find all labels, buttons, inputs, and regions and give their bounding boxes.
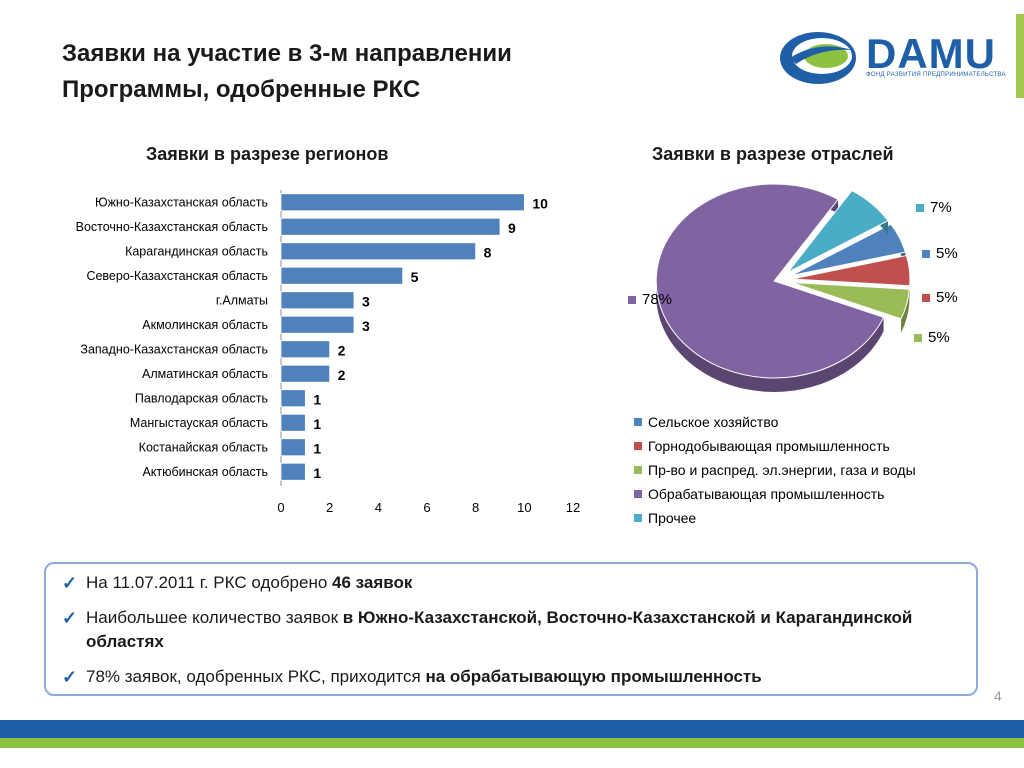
pie-slice [655, 183, 885, 392]
bar [280, 266, 404, 285]
bar-category-label: Северо-Казахстанская область [86, 269, 268, 283]
bar-category-label: Южно-Казахстанская область [95, 195, 268, 209]
bar [280, 340, 331, 359]
summary-item2-text: Наибольшее количество заявок [86, 608, 343, 627]
bar-category-label: Мангыстауская область [130, 416, 268, 430]
pie-value-label: 5% [936, 289, 958, 306]
bar [280, 438, 306, 457]
bar [280, 217, 501, 236]
legend-label: Прочее [648, 510, 697, 526]
bar-value-label: 1 [313, 465, 321, 481]
summary-item2-bold: в Южно-Казахстанской, Восточно-Казахстан… [86, 608, 913, 651]
bar-tick-label: 8 [472, 500, 479, 515]
pie-label-marker [922, 250, 930, 258]
bar-category-label: г.Алматы [216, 293, 268, 307]
pie-chart-title: Заявки в разрезе отраслей [652, 144, 894, 164]
pie-value-label: 7% [930, 199, 952, 216]
bar-value-label: 10 [532, 195, 548, 211]
slide-title: Заявки на участие в 3-м направлении Прог… [62, 36, 512, 108]
bar [280, 462, 306, 481]
pie-value-label: 5% [928, 329, 950, 346]
pie-legend-item: Пр-во и распред. эл.энергии, газа и воды [634, 458, 916, 482]
legend-swatch [634, 442, 642, 450]
bar [280, 364, 331, 383]
pie-legend-item: Сельское хозяйство [634, 410, 916, 434]
logo-accent-bar [1016, 14, 1024, 98]
bar-category-label: Акмолинская область [142, 318, 268, 332]
slide-title-line1: Заявки на участие в 3-м направлении [62, 40, 512, 67]
pie-legend-item: Обрабатывающая промышленность [634, 482, 916, 506]
legend-swatch [634, 418, 642, 426]
summary-box [44, 562, 978, 696]
bar [280, 291, 355, 310]
checkmark-icon: ✓ [62, 608, 78, 628]
legend-swatch [634, 514, 642, 522]
pie-label-marker [916, 204, 924, 212]
logo-text: DAMU [866, 30, 996, 77]
bar-tick-label: 2 [326, 500, 333, 515]
footer-band-blue [0, 720, 1024, 738]
page-number: 4 [994, 688, 1002, 704]
bar-value-label: 8 [484, 244, 492, 260]
pie-slice [791, 282, 910, 333]
bar-value-label: 2 [338, 342, 346, 358]
bar [280, 389, 306, 408]
pie-value-label: 78% [642, 291, 672, 308]
bar-category-label: Костанайская область [139, 440, 268, 454]
slide-title-line2: Программы, одобренные РКС [62, 76, 421, 103]
bar-tick-label: 6 [423, 500, 430, 515]
checkmark-icon: ✓ [62, 573, 78, 593]
pie-label-marker [914, 334, 922, 342]
bar-value-label: 5 [411, 269, 419, 285]
pie-slice [790, 223, 907, 277]
summary-item1-bold: 46 заявок [332, 573, 413, 592]
bar-tick-label: 4 [375, 500, 382, 515]
bar-category-label: Актюбинская область [142, 465, 268, 479]
bar-value-label: 1 [313, 391, 321, 407]
bar [280, 315, 355, 334]
bar-value-label: 1 [313, 440, 321, 456]
legend-label: Сельское хозяйство [648, 414, 779, 430]
pie-legend-item: Прочее [634, 506, 916, 530]
logo-emblem-icon [780, 32, 856, 84]
summary-item1-text: На 11.07.2011 г. РКС одобрено [86, 573, 333, 592]
bar-tick-label: 12 [566, 500, 580, 515]
bar-category-label: Восточно-Казахстанская область [76, 220, 268, 234]
legend-label: Обрабатывающая промышленность [648, 486, 885, 502]
bar-category-label: Карагандинская область [125, 244, 268, 258]
bar-tick-label: 0 [277, 500, 284, 515]
bar [280, 193, 525, 212]
bar-value-label: 2 [338, 367, 346, 383]
legend-label: Горнодобывающая промышленность [648, 438, 890, 454]
summary-item3-bold: на обрабатывающую промышленность [425, 667, 762, 686]
pie-label-marker [922, 294, 930, 302]
logo-subtext: ФОНД РАЗВИТИЯ ПРЕДПРИНИМАТЕЛЬСТВА [866, 72, 1006, 78]
pie-legend: Сельское хозяйство Горнодобывающая промыш… [634, 410, 916, 530]
bar-tick-label: 10 [517, 500, 531, 515]
bar-chart-title: Заявки в разрезе регионов [146, 144, 389, 164]
bar-value-label: 3 [362, 318, 370, 334]
bar-value-label: 9 [508, 220, 516, 236]
legend-swatch [634, 466, 642, 474]
bar-category-label: Западно-Казахстанская область [80, 342, 268, 356]
bar-value-label: 1 [313, 416, 321, 432]
bar [280, 413, 306, 432]
pie-slice [787, 189, 889, 273]
bar-category-label: Алматинская область [142, 367, 268, 381]
bar-category-label: Павлодарская область [135, 391, 268, 405]
summary-item3-text: 78% заявок, одобренных РКС, приходится [86, 667, 426, 686]
legend-swatch [634, 490, 642, 498]
bar-value-label: 3 [362, 293, 370, 309]
pie-label-marker [628, 296, 636, 304]
pie-legend-item: Горнодобывающая промышленность [634, 434, 916, 458]
checkmark-icon: ✓ [62, 667, 78, 687]
pie-slice [791, 254, 911, 300]
legend-label: Пр-во и распред. эл.энергии, газа и воды [648, 462, 916, 478]
footer-band-green [0, 738, 1024, 748]
bar [280, 242, 477, 261]
pie-value-label: 5% [936, 245, 958, 262]
